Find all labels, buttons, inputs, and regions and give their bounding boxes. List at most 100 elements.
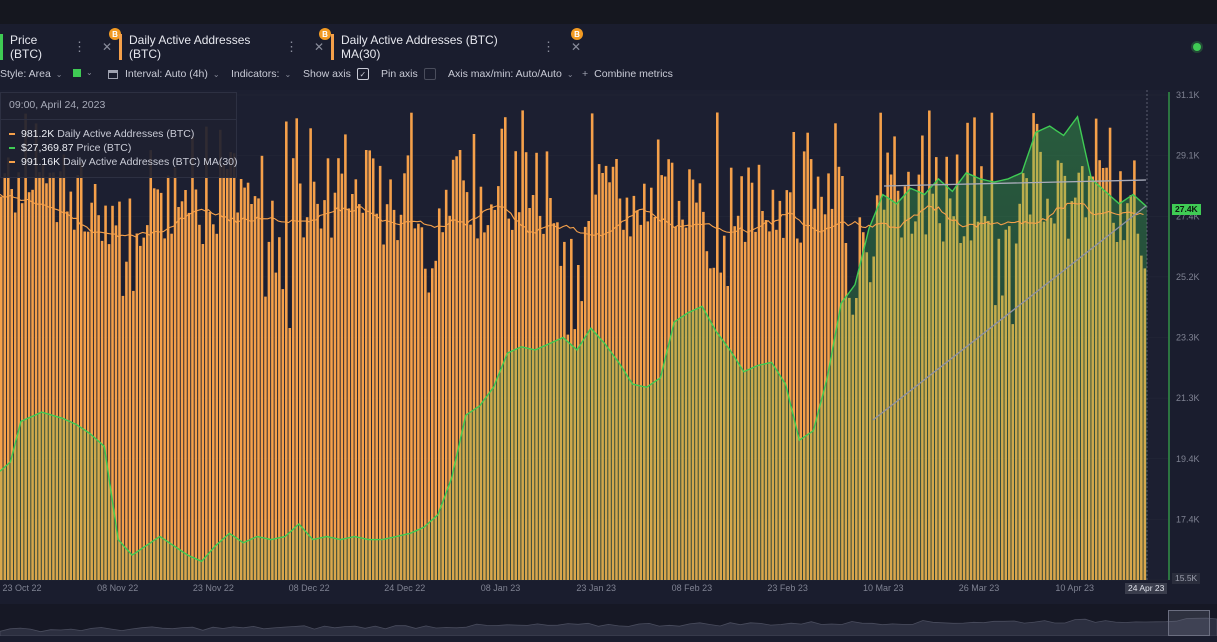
daa-bar [27,192,31,580]
daa-bar [316,203,319,580]
price-area [0,116,1147,581]
daa-bar [378,165,382,580]
daa-bar [267,241,271,580]
close-icon[interactable]: ✕ [570,40,581,54]
color-picker[interactable]: ⌄ [73,68,93,77]
trend-line [872,205,1147,421]
tab-daily-active-addresses[interactable]: Daily Active Addresses (BTC) ⋮ ✕ B [119,28,331,61]
chevron-down-icon: ⌄ [212,69,220,79]
daa-bar [79,162,83,580]
daa-bar [364,150,368,580]
time-navigator[interactable] [0,604,1217,637]
daa-bar [243,187,246,580]
daa-bar [13,212,17,580]
daa-bar [59,171,62,581]
top-bar [0,0,1217,24]
x-tick-label: 08 Jan 23 [481,583,521,593]
daa-bar [156,189,159,580]
daa-bar [354,179,358,581]
combine-metrics-button[interactable]: + Combine metrics [582,68,673,80]
live-status-icon [1193,43,1201,51]
chevron-down-icon: ⌄ [86,68,93,77]
kebab-icon[interactable]: ⋮ [72,39,86,54]
daa-bar [469,224,472,580]
daa-bar [97,215,100,580]
daa-bar [215,233,219,581]
series-marker-icon [9,161,15,164]
daa-bar [413,228,417,580]
daa-bar [135,233,139,580]
daa-bar [149,150,153,580]
daa-bar [333,192,337,580]
daa-bar [295,118,299,581]
interval-dropdown[interactable]: Interval: Auto (4h) ⌄ [108,68,220,80]
daa-bar [142,237,146,580]
price-line [0,115,1148,563]
tooltip-value: $27,369.87 [21,142,74,154]
daa-bar [198,224,201,581]
bitcoin-icon: B [109,28,121,40]
y-tick-label: 23.3K [1176,333,1200,343]
daa-bar [201,244,205,580]
daa-bar [86,231,90,580]
axis-maxmin-dropdown[interactable]: Axis max/min: Auto/Auto ⌄ [448,68,574,80]
tooltip-series-name: Daily Active Addresses (BTC) [57,128,195,140]
kebab-icon[interactable]: ⋮ [284,39,298,54]
daa-bar [281,289,285,580]
daa-bar [792,132,796,580]
daa-bar [232,153,236,581]
style-dropdown[interactable]: Style: Area ⌄ [0,68,62,80]
color-swatch-icon [73,68,81,77]
daa-bar [503,117,507,580]
daa-bar [139,245,142,580]
tooltip-value: 981.2K [21,128,55,140]
indicators-dropdown[interactable]: Indicators: ⌄ [231,68,291,80]
daa-bar [278,237,281,580]
daa-bar [330,237,333,580]
chevron-down-icon: ⌄ [284,69,292,79]
daa-bar [462,180,465,580]
horizontal-level-line [883,179,1147,187]
daa-bar [34,123,38,581]
ma-line [0,193,1144,238]
interval-label: Interval: Auto (4h) [125,68,208,80]
x-tick-label: 24 Dec 22 [384,583,425,593]
pin-axis-toggle[interactable]: Pin axis [381,68,436,80]
daa-bar [399,214,403,581]
y-tick-label: 31.1K [1176,90,1200,100]
daa-bar [218,129,222,581]
tab-daily-active-addresses-ma30[interactable]: Daily Active Addresses (BTC) MA(30) ⋮ ✕ … [331,28,583,61]
checkbox-checked-icon[interactable]: ✓ [356,68,369,80]
daa-bar [20,203,24,580]
daa-bar [389,179,392,580]
daa-bar [236,212,239,580]
tooltip-series-name: Price (BTC) [76,142,132,154]
hover-tooltip: 09:00, April 24, 2023 981.2K Daily Activ… [0,92,238,178]
navigator-series [0,617,1217,637]
daa-bar [424,268,427,580]
daa-bar [274,272,278,580]
daa-bar [806,132,809,580]
navigator-range-handle[interactable] [1168,610,1210,636]
daa-bar [229,152,232,580]
main-chart[interactable]: 31.1K 29.1K 27.4K 25.2K 23.3K 21.3K 19.4K 17.4K… [0,0,1217,600]
checkbox-unchecked-icon[interactable] [423,68,436,80]
daa-bar [521,110,524,581]
show-axis-toggle[interactable]: Show axis ✓ [303,68,369,80]
close-icon[interactable]: ✕ [313,40,324,54]
daa-bar [253,196,257,580]
daa-bar [55,222,59,580]
kebab-icon[interactable]: ⋮ [541,39,555,54]
daa-bar [358,204,361,580]
daa-bar [194,189,198,580]
calendar-icon [108,69,118,79]
tab-price-btc[interactable]: Price (BTC) ⋮ ✕ B [0,28,121,61]
daa-bar [177,207,180,580]
daa-bar [104,205,107,580]
daa-bar [166,175,170,580]
x-tick-label: 08 Nov 22 [97,583,138,593]
daa-bar [288,328,292,580]
daa-bar [298,183,302,580]
x-axis: 23 Oct 22 08 Nov 22 23 Nov 22 08 Dec 22 24 D… [2,583,1093,593]
close-icon[interactable]: ✕ [101,40,112,54]
